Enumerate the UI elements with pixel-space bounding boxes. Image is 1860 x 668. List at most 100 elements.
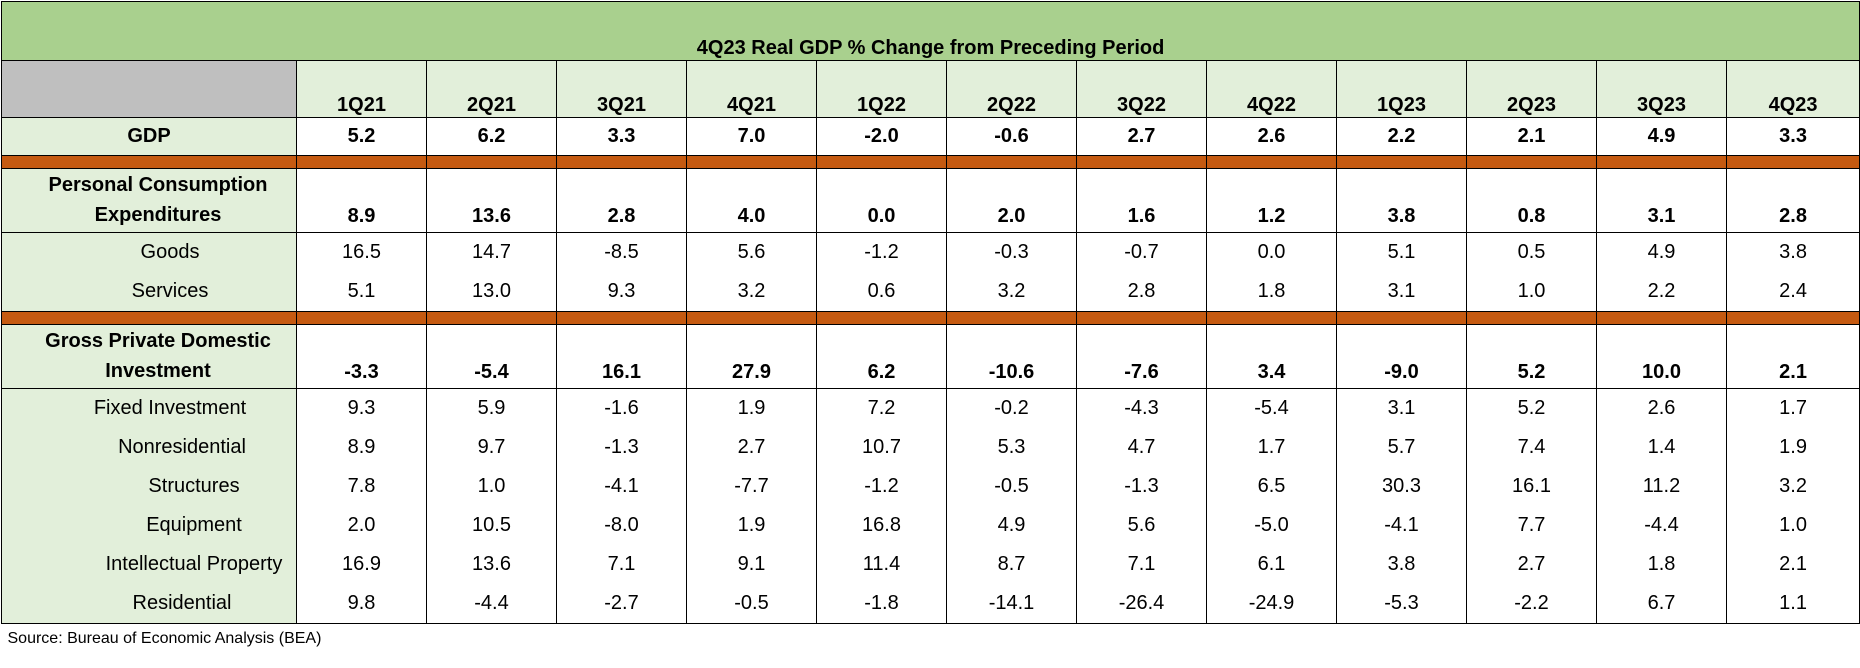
row-label-structures: Structures: [1, 467, 297, 506]
row-label-gdp: GDP: [1, 117, 297, 156]
equipment-value: 4.9: [946, 506, 1077, 545]
intellectual-property-value: 3.8: [1336, 545, 1467, 584]
separator-cell: [426, 311, 557, 325]
table-row-gross-private-domestic-investment: Gross Private Domestic Investment -3.3 -5.4…: [1, 324, 1860, 389]
goods-value: -8.5: [556, 232, 687, 272]
fixed-investment-value: 1.7: [1725, 388, 1860, 428]
intellectual-property-value: 16.9: [296, 545, 427, 584]
nonresidential-value: 1.4: [1596, 428, 1727, 467]
goods-value: -0.7: [1076, 232, 1207, 272]
gross-private-domestic-investment-value: 5.2: [1466, 324, 1597, 389]
gross-private-domestic-investment-value: -9.0: [1336, 324, 1467, 389]
table-row-fixed-investment: Fixed Investment 9.3 5.9 -1.6 1.9 7.2 -0.2 -4.3…: [1, 388, 1860, 428]
residential-value: -24.9: [1206, 584, 1337, 624]
gross-private-domestic-investment-value: 2.1: [1725, 324, 1860, 389]
separator-cell: [1076, 155, 1207, 169]
table-row-personal-consumption-expenditures: Personal Consumption Expenditures 8.9 13.6 2…: [1, 168, 1860, 233]
gdp-value: 2.6: [1206, 117, 1337, 156]
structures-value: 1.0: [426, 467, 557, 506]
table-row-goods: Goods 16.5 14.7 -8.5 5.6 -1.2 -0.3 -0.7 0.0 5.1 0.…: [1, 232, 1860, 272]
goods-value: 14.7: [426, 232, 557, 272]
separator-cell: [426, 155, 557, 169]
row-label-line: Personal Consumption: [48, 174, 268, 196]
nonresidential-value: 2.7: [686, 428, 817, 467]
goods-value: 4.9: [1596, 232, 1727, 272]
structures-value: -0.5: [946, 467, 1077, 506]
residential-value: -2.2: [1466, 584, 1597, 624]
separator-cell: [816, 155, 947, 169]
services-value: 1.0: [1466, 272, 1597, 312]
intellectual-property-value: 2.7: [1466, 545, 1597, 584]
row-label-goods: Goods: [1, 232, 297, 272]
goods-value: 3.8: [1725, 232, 1860, 272]
column-header-2q22: 2Q22: [946, 60, 1077, 118]
fixed-investment-value: 7.2: [816, 388, 947, 428]
goods-value: 0.0: [1206, 232, 1337, 272]
intellectual-property-value: 13.6: [426, 545, 557, 584]
gross-private-domestic-investment-value: -5.4: [426, 324, 557, 389]
personal-consumption-expenditures-value: 1.6: [1076, 168, 1207, 233]
gdp-value: 7.0: [686, 117, 817, 156]
services-value: 0.6: [816, 272, 947, 312]
gross-private-domestic-investment-value: 3.4: [1206, 324, 1337, 389]
structures-value: 7.8: [296, 467, 427, 506]
goods-value: 0.5: [1466, 232, 1597, 272]
gross-private-domestic-investment-value: -7.6: [1076, 324, 1207, 389]
fixed-investment-value: 5.9: [426, 388, 557, 428]
equipment-value: -8.0: [556, 506, 687, 545]
gdp-table: 4Q23 Real GDP % Change from Preceding Pe…: [0, 1, 1860, 655]
residential-value: -1.8: [816, 584, 947, 624]
structures-value: -4.1: [556, 467, 687, 506]
services-value: 2.8: [1076, 272, 1207, 312]
source-note: Source: Bureau of Economic Analysis (BEA…: [7, 630, 322, 647]
column-header-1q23: 1Q23: [1336, 60, 1467, 118]
equipment-value: 16.8: [816, 506, 947, 545]
corner-cell: [1, 60, 297, 118]
personal-consumption-expenditures-value: 4.0: [686, 168, 817, 233]
separator-cell: [556, 311, 687, 325]
personal-consumption-expenditures-value: 3.1: [1596, 168, 1727, 233]
separator-band-2: [1, 311, 1860, 325]
personal-consumption-expenditures-value: 2.8: [1725, 168, 1860, 233]
separator-cell: [556, 155, 687, 169]
nonresidential-value: 9.7: [426, 428, 557, 467]
nonresidential-value: 1.9: [1725, 428, 1860, 467]
gross-private-domestic-investment-value: -10.6: [946, 324, 1077, 389]
intellectual-property-value: 7.1: [1076, 545, 1207, 584]
goods-value: 16.5: [296, 232, 427, 272]
gdp-value: 2.7: [1076, 117, 1207, 156]
personal-consumption-expenditures-value: 2.8: [556, 168, 687, 233]
equipment-value: -4.4: [1596, 506, 1727, 545]
residential-value: -4.4: [426, 584, 557, 624]
personal-consumption-expenditures-value: 8.9: [296, 168, 427, 233]
gdp-value: 2.1: [1466, 117, 1597, 156]
intellectual-property-value: 9.1: [686, 545, 817, 584]
separator-cell: [1336, 311, 1467, 325]
equipment-value: 2.0: [296, 506, 427, 545]
table-row-equipment: Equipment 2.0 10.5 -8.0 1.9 16.8 4.9 5.6 -5.0 -4.…: [1, 506, 1860, 545]
column-header-1q22: 1Q22: [816, 60, 947, 118]
fixed-investment-value: -4.3: [1076, 388, 1207, 428]
equipment-value: 1.9: [686, 506, 817, 545]
column-header-2q23: 2Q23: [1466, 60, 1597, 118]
column-header-3q21: 3Q21: [556, 60, 687, 118]
separator-cell: [1466, 311, 1597, 325]
fixed-investment-value: 2.6: [1596, 388, 1727, 428]
residential-value: -5.3: [1336, 584, 1467, 624]
services-value: 3.1: [1336, 272, 1467, 312]
separator-cell: [1, 311, 297, 325]
gdp-value: 5.2: [296, 117, 427, 156]
fixed-investment-value: -0.2: [946, 388, 1077, 428]
fixed-investment-value: 3.1: [1336, 388, 1467, 428]
table-title: 4Q23 Real GDP % Change from Preceding Pe…: [0, 1, 1860, 61]
row-label-intellectual-property: Intellectual Property: [1, 545, 297, 584]
table-row-source: Source: Bureau of Economic Analysis (BEA…: [2, 624, 1860, 655]
gdp-value: 3.3: [1725, 117, 1860, 156]
table-row-services: Services 5.1 13.0 9.3 3.2 0.6 3.2 2.8 1.8 3.1 1.0 2…: [1, 272, 1860, 312]
services-value: 3.2: [946, 272, 1077, 312]
row-label-personal-consumption-expenditures: Personal Consumption Expenditures: [1, 168, 297, 233]
nonresidential-value: 7.4: [1466, 428, 1597, 467]
table-row-intellectual-property: Intellectual Property 16.9 13.6 7.1 9.1 11.4 8…: [1, 545, 1860, 584]
services-value: 2.4: [1725, 272, 1860, 312]
fixed-investment-value: 5.2: [1466, 388, 1597, 428]
